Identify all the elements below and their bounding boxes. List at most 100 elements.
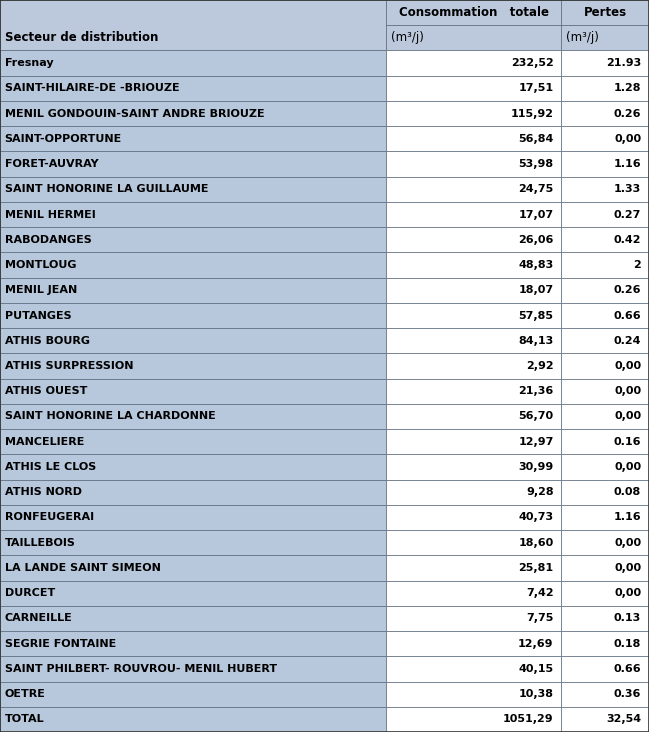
Bar	[561, 631, 649, 657]
Text: MANCELIERE: MANCELIERE	[5, 437, 84, 447]
Text: 0.42: 0.42	[614, 235, 641, 244]
Bar	[561, 152, 649, 176]
Bar	[0, 657, 386, 681]
Bar	[386, 354, 561, 378]
Bar	[386, 101, 561, 126]
Text: ATHIS LE CLOS: ATHIS LE CLOS	[5, 462, 96, 472]
Bar	[386, 152, 561, 176]
Bar	[386, 455, 561, 479]
Text: ATHIS SURPRESSION: ATHIS SURPRESSION	[5, 361, 133, 371]
Bar	[386, 277, 561, 303]
Bar	[386, 253, 561, 277]
Text: SEGRIE FONTAINE: SEGRIE FONTAINE	[5, 638, 116, 649]
Text: 1.33: 1.33	[614, 184, 641, 194]
Bar	[386, 707, 561, 732]
Text: 10,38: 10,38	[519, 689, 554, 699]
Text: Consommation   totale: Consommation totale	[398, 6, 549, 19]
Text: 1.16: 1.16	[613, 159, 641, 169]
Text: 0.66: 0.66	[613, 310, 641, 321]
Bar	[0, 101, 386, 126]
Text: 0,00: 0,00	[614, 411, 641, 422]
Text: RABODANGES: RABODANGES	[5, 235, 92, 244]
Text: 25,81: 25,81	[519, 563, 554, 573]
Bar	[561, 75, 649, 101]
Bar	[386, 556, 561, 580]
Text: 0.36: 0.36	[614, 689, 641, 699]
Bar	[0, 505, 386, 530]
Text: Pertes: Pertes	[583, 6, 627, 19]
Bar	[0, 277, 386, 303]
Text: TOTAL: TOTAL	[5, 714, 44, 725]
Text: 0.26: 0.26	[614, 108, 641, 119]
Text: PUTANGES: PUTANGES	[5, 310, 71, 321]
Bar	[386, 580, 561, 606]
Bar	[0, 176, 386, 202]
Text: 0.26: 0.26	[614, 285, 641, 295]
Text: 26,06: 26,06	[518, 235, 554, 244]
Text: 12,97: 12,97	[518, 437, 554, 447]
Bar	[561, 51, 649, 75]
Text: ATHIS BOURG: ATHIS BOURG	[5, 336, 90, 346]
Bar	[0, 303, 386, 328]
Bar	[386, 176, 561, 202]
Text: 56,84: 56,84	[518, 134, 554, 143]
Text: FORET-AUVRAY: FORET-AUVRAY	[5, 159, 98, 169]
Text: ATHIS OUEST: ATHIS OUEST	[5, 386, 87, 396]
Bar	[386, 25, 561, 51]
Text: 48,83: 48,83	[519, 260, 554, 270]
Text: RONFEUGERAI: RONFEUGERAI	[5, 512, 93, 523]
Text: ATHIS NORD: ATHIS NORD	[5, 488, 82, 497]
Bar	[561, 505, 649, 530]
Text: 0.16: 0.16	[614, 437, 641, 447]
Text: 0.66: 0.66	[613, 664, 641, 674]
Bar	[561, 101, 649, 126]
Bar	[0, 580, 386, 606]
Bar	[386, 404, 561, 429]
Bar	[386, 657, 561, 681]
Text: SAINT-OPPORTUNE: SAINT-OPPORTUNE	[5, 134, 122, 143]
Text: 18,07: 18,07	[519, 285, 554, 295]
Text: 30,99: 30,99	[519, 462, 554, 472]
Bar	[386, 681, 561, 707]
Bar	[0, 707, 386, 732]
Bar	[561, 227, 649, 253]
Text: MENIL HERMEI: MENIL HERMEI	[5, 209, 95, 220]
Text: 9,28: 9,28	[526, 488, 554, 497]
Text: 0,00: 0,00	[614, 134, 641, 143]
Bar	[561, 378, 649, 404]
Bar	[0, 227, 386, 253]
Text: 0.24: 0.24	[614, 336, 641, 346]
Bar	[386, 429, 561, 455]
Bar	[386, 75, 561, 101]
Bar	[386, 479, 561, 505]
Bar	[561, 657, 649, 681]
Bar	[561, 429, 649, 455]
Text: 53,98: 53,98	[519, 159, 554, 169]
Text: 0,00: 0,00	[614, 589, 641, 598]
Text: 232,52: 232,52	[511, 58, 554, 68]
Bar	[0, 479, 386, 505]
Text: 17,51: 17,51	[519, 83, 554, 94]
Bar	[386, 328, 561, 354]
Bar	[386, 227, 561, 253]
Text: 12,69: 12,69	[518, 638, 554, 649]
Text: 2,92: 2,92	[526, 361, 554, 371]
Text: 1051,29: 1051,29	[503, 714, 554, 725]
Text: 0,00: 0,00	[614, 386, 641, 396]
Bar	[386, 202, 561, 227]
Text: 0.27: 0.27	[614, 209, 641, 220]
Bar	[0, 404, 386, 429]
Bar	[561, 479, 649, 505]
Bar	[0, 631, 386, 657]
Text: 0,00: 0,00	[614, 538, 641, 548]
Text: 0,00: 0,00	[614, 462, 641, 472]
Bar	[386, 126, 561, 152]
Text: SAINT PHILBERT- ROUVROU- MENIL HUBERT: SAINT PHILBERT- ROUVROU- MENIL HUBERT	[5, 664, 276, 674]
Text: 56,70: 56,70	[519, 411, 554, 422]
Text: SAINT-HILAIRE-DE -BRIOUZE: SAINT-HILAIRE-DE -BRIOUZE	[5, 83, 179, 94]
Text: TAILLEBOIS: TAILLEBOIS	[5, 538, 75, 548]
Bar	[386, 631, 561, 657]
Text: 0,00: 0,00	[614, 361, 641, 371]
Bar	[386, 378, 561, 404]
Bar	[561, 455, 649, 479]
